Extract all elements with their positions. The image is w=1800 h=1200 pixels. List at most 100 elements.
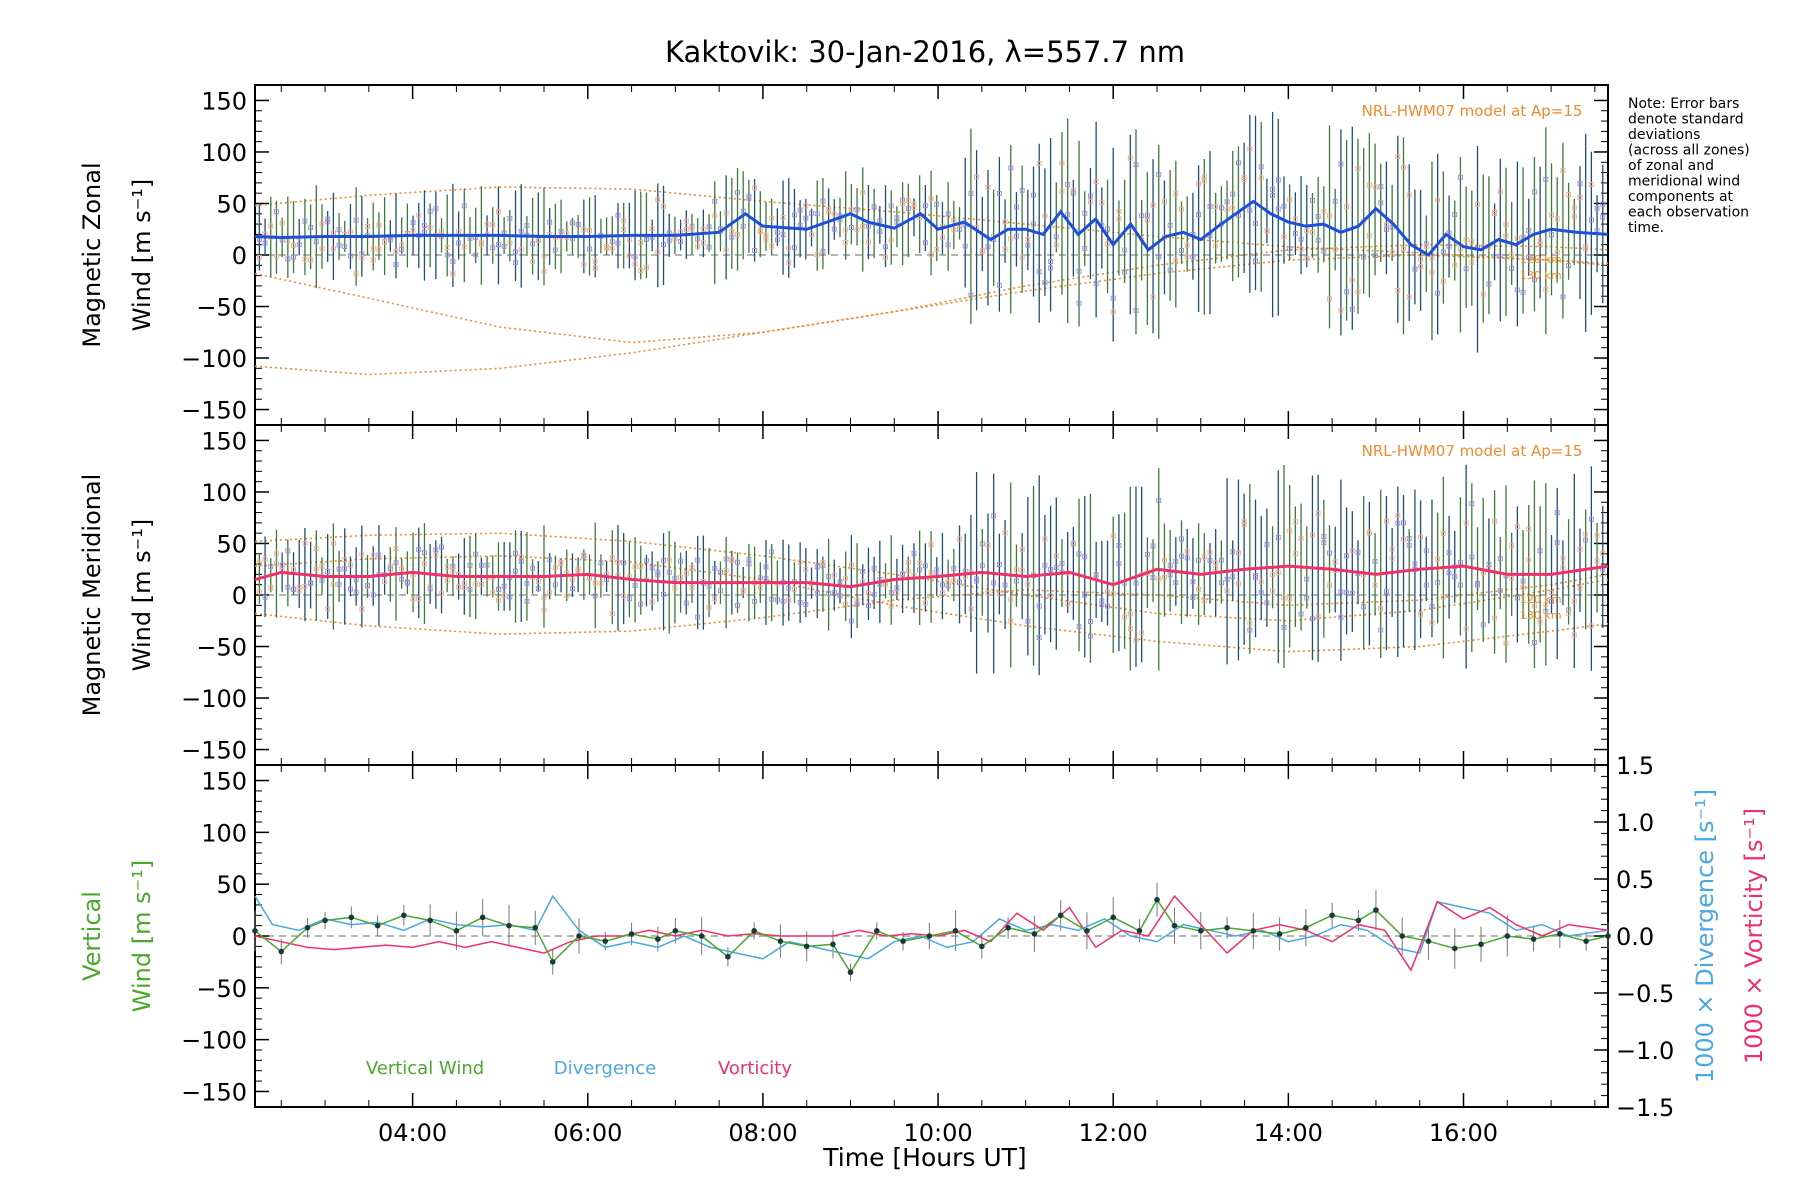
zone-marker <box>1235 550 1241 556</box>
zone-marker <box>313 566 319 572</box>
zone-marker <box>564 593 570 599</box>
zone-marker <box>256 255 262 260</box>
zone-marker <box>1526 557 1532 563</box>
zone-marker <box>1549 232 1554 238</box>
note-line: meridional wind <box>1628 174 1740 190</box>
zone-marker <box>1355 550 1361 556</box>
zone-marker <box>592 580 598 586</box>
zone-marker <box>1435 197 1441 203</box>
zone-marker <box>1497 556 1503 562</box>
vertical-wind-point <box>401 912 407 919</box>
vertical-wind-point <box>698 933 705 939</box>
zone-marker <box>894 585 900 591</box>
zone-marker <box>1036 160 1042 166</box>
zone-marker <box>336 227 342 232</box>
zone-marker <box>313 239 319 245</box>
vertical-wind-point <box>532 924 539 931</box>
zone-marker <box>1133 162 1139 168</box>
zone-marker <box>268 563 274 569</box>
vertical-wind-point <box>1557 931 1563 937</box>
zone-marker <box>1571 213 1577 219</box>
zone-marker <box>769 215 775 221</box>
zone-marker <box>302 256 308 262</box>
zone-marker <box>279 220 285 226</box>
zone-marker <box>672 575 678 581</box>
zone-marker <box>1543 608 1549 614</box>
zone-marker <box>706 224 712 230</box>
zone-marker <box>826 209 832 215</box>
y-right-tick-label: 1.0 <box>1616 809 1654 837</box>
zone-marker <box>1378 606 1384 611</box>
zone-marker <box>814 590 820 596</box>
zone-marker <box>700 240 706 246</box>
zone-marker <box>518 554 524 560</box>
zone-marker <box>416 212 422 218</box>
zone-marker <box>1418 264 1424 270</box>
zone-marker <box>1372 184 1378 190</box>
zone-marker <box>626 596 632 602</box>
zone-marker <box>1087 633 1093 639</box>
zone-marker <box>695 236 701 242</box>
zone-marker <box>1053 553 1059 559</box>
zone-marker <box>951 565 957 571</box>
zone-marker <box>1179 247 1184 253</box>
zone-marker <box>433 552 439 558</box>
zone-marker <box>1287 595 1293 601</box>
zone-marker <box>865 603 871 609</box>
vertical-wind-point <box>1373 907 1379 913</box>
y-tick-label: 150 <box>201 87 247 115</box>
zone-marker <box>1577 194 1583 200</box>
zone-marker <box>939 234 945 240</box>
zone-marker <box>683 218 689 224</box>
zone-marker <box>803 601 809 607</box>
zone-marker <box>865 590 871 596</box>
zone-marker <box>1554 216 1560 222</box>
zone-marker <box>1378 200 1384 206</box>
zone-marker <box>530 259 536 265</box>
zone-marker <box>900 571 906 577</box>
zone-marker <box>666 557 672 563</box>
zone-marker <box>1401 520 1406 526</box>
zone-marker <box>786 597 792 603</box>
zone-marker <box>1583 244 1589 250</box>
vertical-wind-point <box>979 943 985 950</box>
zone-marker <box>922 203 928 209</box>
zone-marker <box>558 228 564 234</box>
zone-marker <box>996 282 1002 288</box>
zone-marker <box>820 560 826 566</box>
zone-marker <box>541 595 547 601</box>
zone-marker <box>871 565 877 571</box>
zone-marker <box>439 591 444 597</box>
vertical-wind-point <box>1171 922 1178 929</box>
zone-marker <box>592 265 598 271</box>
vertical-wind-point <box>1031 931 1038 937</box>
zone-marker <box>1122 269 1128 275</box>
zone-marker <box>1395 288 1401 294</box>
zone-marker <box>1463 520 1469 526</box>
zone-marker <box>1264 541 1270 547</box>
zone-marker <box>740 589 746 595</box>
zone-marker <box>1554 510 1560 516</box>
zone-marker <box>348 562 353 568</box>
zone-marker <box>655 197 661 203</box>
zone-marker <box>325 216 331 222</box>
zone-marker <box>1184 548 1190 554</box>
zone-marker <box>393 560 399 566</box>
y-axis-label-line2: Wind [m s⁻¹] <box>128 860 156 1012</box>
zone-marker <box>1418 256 1424 262</box>
zone-marker <box>535 586 541 592</box>
vertical-wind-point <box>751 928 757 934</box>
zone-marker <box>763 237 769 243</box>
zone-marker <box>1230 191 1236 197</box>
zone-marker <box>826 573 832 579</box>
zone-marker <box>729 234 735 240</box>
zone-marker <box>478 241 484 247</box>
zone-marker <box>1435 579 1441 585</box>
note-line: of zonal and <box>1628 158 1714 174</box>
zone-marker <box>1309 616 1315 622</box>
zone-marker <box>1048 593 1054 599</box>
zone-marker <box>1440 278 1446 284</box>
zone-marker <box>1475 582 1480 588</box>
zone-marker <box>1526 526 1532 532</box>
zone-marker <box>1480 291 1486 297</box>
